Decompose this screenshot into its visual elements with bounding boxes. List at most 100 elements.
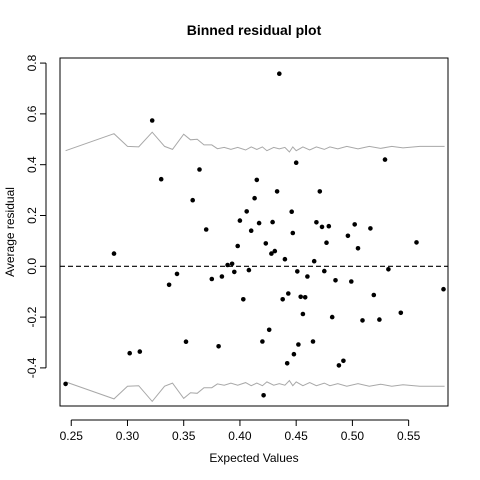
data-point — [290, 230, 296, 236]
data-point — [289, 209, 295, 214]
data-point — [203, 227, 209, 232]
data-point — [209, 276, 215, 282]
data-point — [293, 160, 299, 165]
data-point — [241, 297, 246, 302]
confidence-bands — [65, 131, 445, 403]
data-point — [270, 219, 275, 225]
chart-title: Binned residual plot — [187, 22, 322, 38]
data-point — [302, 295, 308, 300]
data-point — [311, 258, 317, 264]
data-point — [317, 189, 323, 194]
x-tick-label: 0.25 — [60, 429, 84, 443]
y-tick-label: 0.2 — [25, 207, 39, 224]
data-point — [219, 274, 225, 279]
data-point — [256, 220, 262, 226]
data-point — [225, 262, 230, 268]
data-point — [229, 261, 235, 267]
data-point — [341, 358, 346, 364]
data-point — [282, 256, 288, 262]
data-point — [371, 292, 377, 298]
data-point — [349, 279, 354, 284]
data-point — [254, 177, 260, 183]
data-point — [277, 71, 282, 76]
y-tick-label: 0.8 — [25, 54, 39, 71]
data-point — [414, 240, 419, 245]
x-axis: 0.25 0.30 0.35 0.40 0.45 0.50 0.55 — [60, 419, 421, 443]
data-point — [252, 195, 257, 201]
x-tick-label: 0.45 — [284, 429, 308, 443]
data-point — [352, 222, 358, 227]
data-point — [386, 267, 391, 272]
data-point — [284, 361, 290, 366]
y-tick-label: -0.4 — [25, 357, 39, 378]
y-tick-label: 0.4 — [25, 156, 39, 173]
data-point — [216, 344, 221, 349]
data-point — [158, 176, 164, 182]
lower-band-line — [65, 379, 445, 403]
data-point — [248, 228, 254, 233]
y-axis-label: Average residual — [3, 187, 17, 277]
data-point — [336, 363, 342, 368]
data-point — [149, 118, 155, 123]
data-point — [310, 339, 316, 344]
data-point — [300, 311, 306, 317]
residual-points — [63, 71, 446, 398]
data-point — [355, 246, 361, 251]
data-point — [174, 271, 180, 277]
data-point — [237, 218, 243, 223]
data-point — [111, 251, 117, 256]
data-point — [274, 189, 280, 194]
data-point — [345, 233, 351, 239]
data-point — [137, 349, 143, 354]
data-point — [398, 310, 404, 316]
data-point — [272, 248, 278, 254]
data-point — [63, 381, 68, 387]
data-point — [263, 241, 269, 246]
data-point — [244, 209, 249, 214]
data-point — [286, 291, 291, 296]
y-axis: -0.4 -0.2 0.0 0.2 0.4 0.6 0.8 — [25, 54, 47, 378]
data-point — [333, 278, 338, 283]
data-point — [322, 268, 327, 274]
x-tick-label: 0.35 — [172, 429, 196, 443]
data-point — [266, 327, 272, 333]
data-point — [261, 393, 266, 398]
upper-band-line — [65, 131, 445, 153]
data-point — [269, 251, 274, 256]
data-point — [319, 224, 325, 230]
x-tick-label: 0.30 — [116, 429, 140, 443]
data-point — [280, 297, 286, 302]
data-point — [368, 226, 373, 231]
data-point — [441, 286, 446, 292]
data-point — [260, 339, 265, 344]
data-point — [183, 339, 189, 345]
x-tick-label: 0.50 — [341, 429, 365, 443]
x-tick-label: 0.55 — [397, 429, 421, 443]
data-point — [127, 350, 132, 356]
data-point — [246, 267, 252, 273]
data-point — [232, 269, 237, 275]
data-point — [298, 294, 304, 300]
data-point — [190, 197, 195, 203]
y-tick-label: 0.6 — [25, 105, 39, 122]
data-point — [360, 318, 365, 323]
data-point — [305, 274, 310, 279]
data-point — [324, 240, 329, 245]
x-tick-label: 0.40 — [228, 429, 252, 443]
data-point — [166, 282, 172, 288]
data-point — [291, 351, 297, 357]
data-point — [295, 269, 300, 274]
data-point — [326, 223, 332, 229]
data-point — [382, 157, 388, 162]
data-point — [314, 220, 319, 225]
data-point — [377, 317, 382, 322]
data-point — [235, 243, 240, 249]
x-axis-label: Expected Values — [209, 451, 298, 465]
data-point — [197, 167, 202, 172]
plot-frame — [59, 57, 449, 407]
y-tick-label: -0.2 — [25, 306, 39, 327]
data-point — [329, 314, 335, 320]
data-point — [296, 342, 301, 347]
y-tick-label: 0.0 — [25, 258, 39, 275]
